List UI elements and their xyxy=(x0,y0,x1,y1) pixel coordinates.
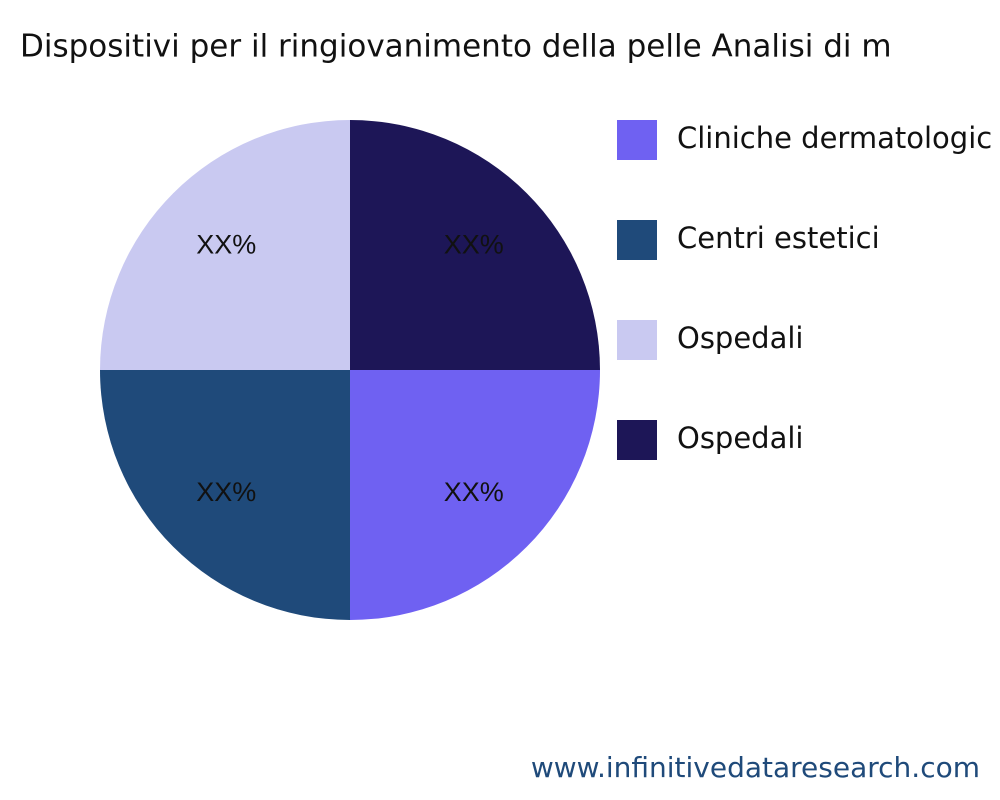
legend-label: Ospedali xyxy=(677,421,803,455)
legend-swatch xyxy=(617,420,657,460)
legend-swatch xyxy=(617,120,657,160)
slice-label: XX% xyxy=(196,229,256,259)
source: www.infinitivedataresearch.com xyxy=(531,751,980,784)
pie-slice xyxy=(350,370,600,620)
slice-label: XX% xyxy=(196,477,256,507)
legend-label: Centri estetici xyxy=(677,221,880,255)
legend-label: Cliniche dermatologic xyxy=(677,121,992,155)
slice-label: XX% xyxy=(444,477,504,507)
legend-swatch xyxy=(617,220,657,260)
chart-title: Dispositivi per il ringiovanimento della… xyxy=(20,29,892,65)
pie-slice xyxy=(100,120,350,370)
legend-swatch xyxy=(617,320,657,360)
pie-slice xyxy=(350,120,600,370)
pie-slice xyxy=(100,370,350,620)
slice-label: XX% xyxy=(444,229,504,259)
legend-label: Ospedali xyxy=(677,321,803,355)
